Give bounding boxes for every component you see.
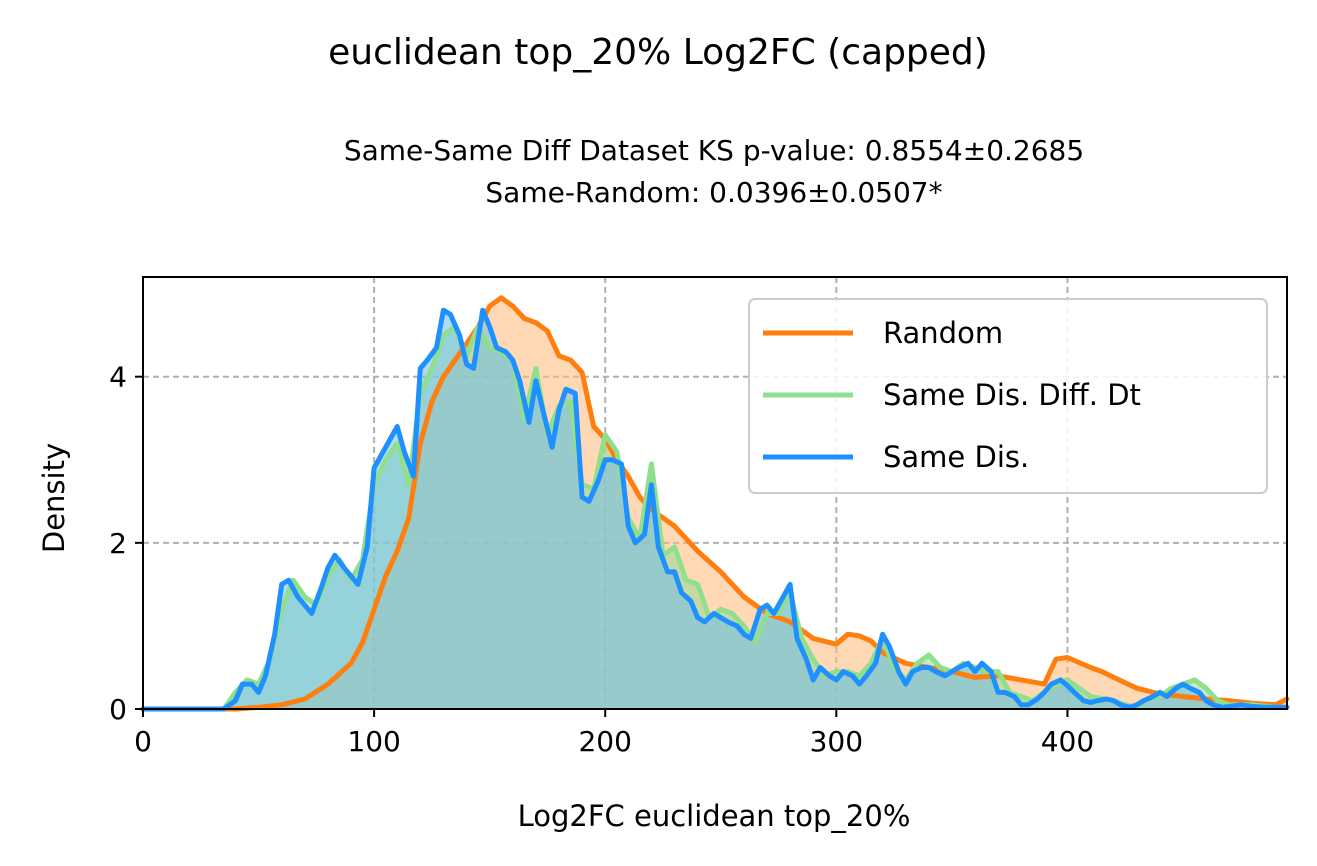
chart-subtitle-line1: Same-Same Diff Dataset KS p-value: 0.855…: [344, 134, 1084, 167]
series-lines: [140, 295, 1290, 712]
x-tick-label: 100: [347, 725, 400, 758]
x-tick-label: 200: [578, 725, 631, 758]
legend-box: [748, 298, 1268, 494]
legend-label-3: Same Dis.: [883, 440, 1029, 474]
x-tick-label: 300: [810, 725, 863, 758]
series-line-3: [140, 307, 1290, 712]
y-tick-label: 4: [109, 361, 127, 394]
legend: Random Same Dis. Diff. Dt Same Dis.: [748, 298, 1268, 494]
y-tick-label: 0: [109, 693, 127, 726]
series-line-1: [140, 295, 1290, 712]
chart-subtitle-line2: Same-Random: 0.0396±0.0507*: [485, 176, 942, 209]
y-tick-label: 2: [109, 527, 127, 560]
plot-frame: [142, 276, 1288, 710]
series-line-2: [140, 324, 1290, 712]
axis-ticks: 0 100 200 300 400 0 2 4: [109, 361, 1094, 758]
x-axis-label: Log2FC euclidean top_20%: [518, 799, 911, 833]
legend-label-1: Random: [883, 316, 1003, 350]
legend-label-2: Same Dis. Diff. Dt: [883, 378, 1141, 412]
x-tick-label: 0: [134, 725, 152, 758]
x-tick-label: 400: [1041, 725, 1094, 758]
y-axis-label: Density: [37, 443, 71, 553]
chart-title: euclidean top_20% Log2FC (capped): [328, 32, 988, 73]
